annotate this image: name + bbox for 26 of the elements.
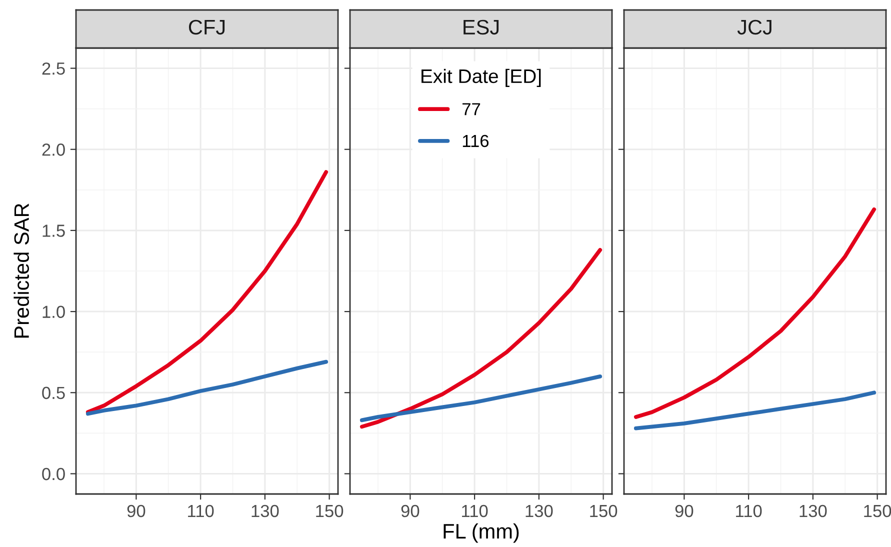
x-tick-label: 90 — [401, 504, 420, 518]
y-tick-label: 0.5 — [42, 386, 65, 400]
x-tick-label: 90 — [127, 504, 146, 518]
y-tick-label: 2.0 — [42, 144, 65, 156]
legend-label: 77 — [462, 103, 480, 116]
x-tick-label: 110 — [462, 504, 488, 518]
chart-title: ESJ — [464, 20, 499, 35]
x-tick-label: 150 — [316, 504, 344, 518]
x-tick-label: 130 — [800, 504, 827, 518]
y-tick-label: 2.5 — [42, 62, 65, 75]
x-tick-label: 130 — [252, 504, 279, 518]
x-tick-label: 110 — [736, 504, 762, 518]
chart-title: JCJ — [737, 20, 772, 35]
chart-title: CFJ — [188, 20, 225, 35]
x-tick-label: 110 — [188, 504, 214, 518]
legend-title: Exit Date [ED] — [422, 68, 541, 87]
x-axis-title: FL (mm) — [444, 523, 519, 543]
y-tick-label: 1.0 — [42, 306, 65, 318]
y-tick-label: 1.5 — [42, 224, 65, 237]
y-axis-title: Predicted SAR — [14, 204, 29, 338]
x-tick-label: 150 — [864, 504, 891, 518]
x-tick-label: 90 — [675, 504, 694, 518]
y-tick-label: 0.0 — [42, 468, 65, 480]
x-tick-label: 150 — [590, 504, 618, 518]
legend-label: 116 — [462, 134, 489, 148]
x-tick-label: 130 — [526, 504, 553, 518]
